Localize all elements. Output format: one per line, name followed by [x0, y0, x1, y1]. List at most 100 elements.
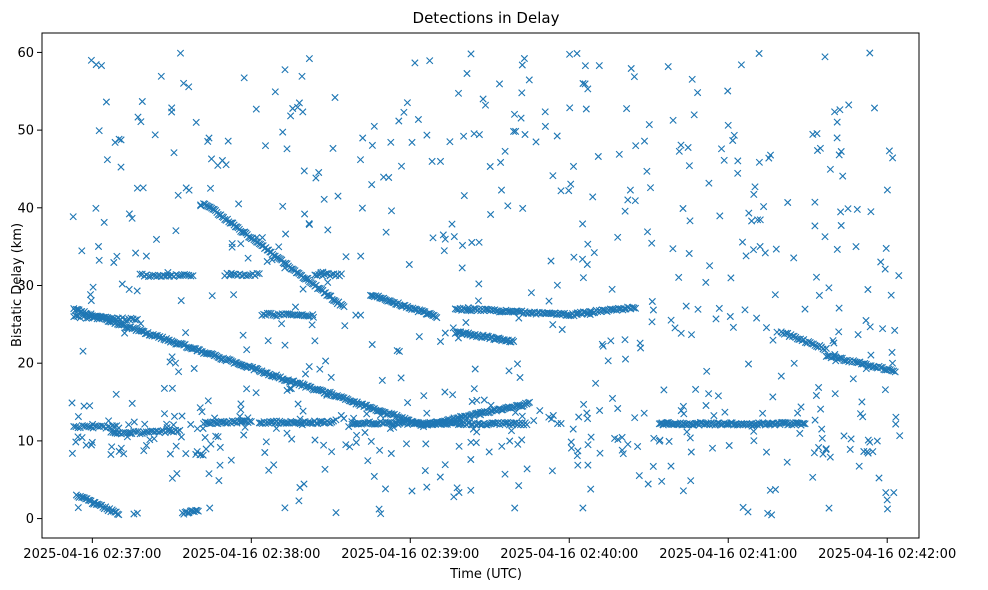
detection-marker: [216, 461, 224, 469]
detection-marker: [665, 437, 673, 445]
detection-marker: [168, 384, 176, 392]
detection-marker: [187, 420, 195, 429]
detection-marker: [649, 306, 657, 314]
detection-marker: [734, 157, 742, 165]
detection-marker: [755, 158, 763, 166]
detection-marker: [287, 385, 295, 393]
detection-marker: [581, 80, 589, 88]
detection-marker: [825, 284, 833, 292]
detection-marker: [862, 316, 870, 325]
detection-marker: [309, 311, 317, 319]
detection-marker: [170, 149, 178, 157]
detection-marker: [783, 458, 791, 466]
detection-marker: [240, 74, 248, 82]
detection-marker: [132, 428, 140, 436]
detection-marker: [702, 278, 710, 286]
detection-marker: [345, 423, 353, 431]
detection-marker: [873, 437, 881, 445]
detection-marker: [594, 152, 602, 161]
detection-marker: [650, 434, 658, 442]
detection-marker: [305, 220, 313, 228]
detection-marker: [729, 323, 737, 331]
detection-marker: [357, 311, 365, 319]
detection-marker: [204, 137, 212, 145]
detection-marker: [251, 364, 259, 372]
detection-marker: [464, 419, 472, 427]
detection-marker: [400, 108, 408, 116]
detection-marker: [357, 252, 365, 260]
detection-marker: [252, 105, 260, 113]
detection-marker: [549, 411, 557, 420]
detection-marker: [278, 320, 286, 328]
detection-marker: [472, 439, 480, 447]
detection-marker: [279, 128, 287, 136]
detection-marker: [202, 445, 210, 453]
detection-marker: [685, 249, 693, 258]
detection-marker: [458, 241, 467, 249]
detection-marker: [881, 386, 889, 394]
detection-marker: [845, 101, 853, 109]
detection-marker: [716, 212, 724, 220]
detection-marker: [281, 66, 289, 74]
detection-marker: [855, 462, 863, 470]
detection-marker: [187, 272, 195, 280]
detection-marker: [530, 417, 538, 425]
detection-marker: [255, 270, 263, 278]
detection-marker: [439, 231, 447, 239]
y-axis: 0 10 20 30 40 50 60: [17, 46, 42, 527]
detection-marker: [388, 298, 396, 306]
detection-marker: [95, 127, 103, 135]
detection-marker: [283, 386, 291, 394]
detection-marker: [511, 408, 520, 416]
detection-marker: [166, 450, 174, 458]
detection-marker: [687, 448, 695, 456]
detection-marker: [118, 280, 126, 288]
detection-marker: [337, 411, 345, 420]
detection-marker: [703, 367, 711, 375]
y-tick-label: 50: [17, 124, 34, 139]
detection-marker: [133, 184, 141, 192]
detection-marker: [364, 457, 372, 465]
detection-marker: [109, 428, 117, 436]
detection-marker: [227, 456, 235, 464]
detection-marker: [157, 72, 165, 80]
detection-marker: [510, 337, 518, 346]
detection-marker: [631, 197, 639, 205]
detection-marker: [235, 200, 243, 208]
detection-marker: [244, 254, 252, 262]
detection-marker: [198, 408, 206, 416]
detection-marker: [140, 447, 148, 455]
detection-marker: [705, 179, 713, 187]
detection-marker: [506, 437, 514, 445]
detection-marker: [480, 396, 488, 404]
detection-marker: [208, 292, 216, 300]
detection-marker: [891, 368, 899, 376]
detection-marker: [643, 228, 652, 236]
detection-marker: [866, 438, 874, 446]
detection-marker: [370, 472, 378, 480]
detection-marker: [811, 222, 819, 230]
detection-marker: [428, 157, 436, 165]
detection-marker: [815, 443, 823, 452]
detection-marker: [756, 242, 764, 251]
detection-marker: [449, 324, 457, 332]
detection-marker: [332, 416, 340, 424]
detection-marker: [879, 325, 887, 333]
detection-marker: [228, 243, 236, 251]
detection-marker: [125, 210, 133, 218]
detection-marker: [586, 310, 594, 319]
detection-marker: [151, 131, 159, 139]
detection-marker: [687, 477, 695, 485]
detection-marker: [463, 69, 471, 78]
detection-marker: [754, 216, 762, 224]
detection-marker: [227, 271, 235, 279]
detection-marker: [473, 396, 481, 404]
detection-marker: [883, 496, 891, 504]
detection-marker: [521, 130, 529, 139]
detection-marker: [83, 422, 91, 430]
detection-marker: [138, 429, 146, 437]
detection-marker: [771, 291, 779, 299]
detection-marker: [160, 410, 169, 418]
detection-marker: [821, 233, 829, 241]
detection-marker: [631, 304, 640, 312]
